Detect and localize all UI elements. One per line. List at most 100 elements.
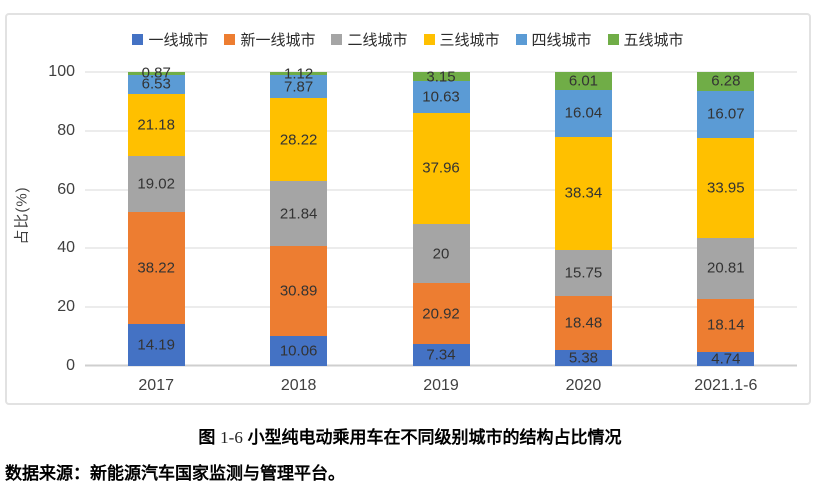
bar-segment: 10.63 (412, 81, 470, 113)
bar-segment: 19.02 (127, 156, 185, 212)
bar-slot: 10.06 30.89 21.84 28.22 7.87 1.12 (227, 66, 369, 366)
data-label: 19.02 (137, 175, 175, 193)
data-label: 15.75 (564, 264, 603, 282)
legend-swatch-icon (224, 34, 236, 45)
bar-segment: 20 (412, 224, 470, 283)
bar-segment: 21.18 (127, 93, 185, 157)
legend-swatch-icon (132, 34, 144, 45)
data-label: 14.19 (137, 336, 175, 354)
legend-swatch-icon (515, 34, 527, 45)
stacked-bar-2020: 5.38 18.48 15.75 38.34 16.04 6.01 (554, 72, 612, 366)
legend-item-5: 五线城市 (607, 29, 684, 50)
x-tick-label: 2017 (138, 377, 174, 394)
legend-swatch-icon (423, 34, 435, 45)
bar-segment: 1.12 (270, 66, 328, 81)
legend-swatch-icon (331, 34, 343, 45)
stacked-bar-2018: 10.06 30.89 21.84 28.22 7.87 1.12 (270, 66, 328, 366)
bar-segment: 18.14 (697, 298, 755, 353)
data-source: 数据来源：新能源汽车国家监测与管理平台。 (5, 464, 345, 483)
legend-label: 新一线城市 (240, 32, 316, 49)
data-label: 20.81 (707, 259, 745, 277)
data-label: 21.18 (137, 116, 175, 134)
figure-caption: 图 1-6 小型纯电动乘用车在不同级别城市的结构占比情况 (0, 423, 820, 448)
data-label: 10.63 (422, 88, 460, 106)
data-label: 28.22 (279, 131, 318, 149)
y-tick-label: 20 (57, 298, 75, 316)
data-label: 16.04 (564, 104, 603, 122)
bar-segment: 7.87 (270, 75, 328, 99)
bar-segment: 18.48 (554, 295, 612, 351)
legend: 一线城市 新一线城市 二线城市 三线城市 四线城市 五线城市 (7, 29, 809, 50)
legend-item-3: 三线城市 (423, 29, 500, 50)
legend-label: 五线城市 (623, 32, 684, 49)
bar-segment: 21.84 (270, 181, 328, 246)
caption-prefix: 图 (198, 428, 216, 447)
legend-item-0: 一线城市 (132, 29, 208, 50)
bar-slot: 14.19 38.22 19.02 21.18 6.53 0.87 (85, 66, 227, 366)
bar-segment: 14.19 (127, 324, 185, 366)
y-tick-label: 100 (48, 63, 75, 80)
legend-item-2: 二线城市 (331, 29, 408, 50)
stacked-bar-2019: 7.34 20.92 20 37.96 10.63 3.15 (412, 69, 470, 366)
data-label: 21.84 (279, 205, 318, 223)
x-tick-label: 2020 (565, 377, 602, 394)
data-label: 38.34 (564, 184, 603, 202)
stacked-bar-2017: 14.19 38.22 19.02 21.18 6.53 0.87 (127, 66, 185, 366)
legend-label: 一线城市 (148, 32, 209, 49)
data-label: 20.92 (422, 305, 460, 323)
bar-segment: 33.95 (697, 137, 755, 238)
bar-segment: 20.92 (412, 282, 470, 345)
bar-segment: 7.34 (412, 344, 470, 366)
legend-swatch-icon (607, 34, 619, 45)
bar-slot: 4.74 18.14 20.81 33.95 16.07 6.28 (655, 72, 797, 367)
bar-segment: 38.22 (127, 211, 185, 325)
bar-segment: 6.28 (697, 72, 755, 91)
data-label: 7.87 (284, 78, 314, 96)
caption-number: 1-6 (220, 428, 243, 447)
legend-label: 四线城市 (531, 32, 592, 49)
bar-segment: 20.81 (697, 237, 755, 299)
y-tick-label: 60 (57, 180, 75, 198)
bar-segment: 0.87 (127, 66, 185, 81)
bar-segment: 15.75 (554, 249, 612, 296)
x-tick-label: 2019 (423, 377, 459, 394)
bar-segment: 10.06 (270, 336, 328, 366)
legend-item-4: 四线城市 (515, 29, 592, 50)
x-tick-label: 2021.1-6 (694, 377, 758, 394)
data-label: 20 (432, 245, 450, 263)
bar-slot: 7.34 20.92 20 37.96 10.63 3.15 (370, 69, 512, 366)
bar-segment: 3.15 (412, 69, 470, 84)
plot-area: 14.19 38.22 19.02 21.18 6.53 0.87 10.06 30.89 21… (85, 66, 797, 367)
data-label: 7.34 (426, 346, 456, 364)
data-label: 37.96 (422, 159, 460, 177)
bar-segment: 28.22 (270, 98, 328, 182)
data-label: 30.89 (279, 282, 318, 300)
data-label: 33.95 (707, 179, 745, 197)
x-tick-label: 2018 (280, 377, 317, 394)
bar-segment: 38.34 (554, 136, 612, 250)
legend-item-1: 新一线城市 (224, 29, 315, 50)
stacked-bar-2021.1-6: 4.74 18.14 20.81 33.95 16.07 6.28 (697, 72, 755, 367)
x-axis: 2017 2018 2019 2020 2021.1-6 (85, 377, 797, 395)
gridline (85, 71, 797, 73)
bar-segment: 16.07 (697, 90, 755, 138)
data-label: 18.48 (564, 314, 603, 332)
bars-row: 14.19 38.22 19.02 21.18 6.53 0.87 10.06 30.89 21… (85, 66, 797, 367)
bar-segment: 30.89 (270, 245, 328, 337)
data-label: 6.28 (711, 72, 741, 90)
caption-text: 小型纯电动乘用车在不同级别城市的结构占比情况 (247, 428, 622, 447)
legend-label: 二线城市 (347, 32, 408, 49)
bar-slot: 5.38 18.48 15.75 38.34 16.04 6.01 (512, 72, 654, 366)
data-label: 10.06 (279, 342, 318, 360)
data-label: 18.14 (707, 316, 745, 334)
data-label: 6.01 (568, 72, 599, 90)
bar-segment: 16.04 (554, 89, 612, 137)
bar-segment: 4.74 (697, 352, 755, 367)
y-tick-label: 0 (66, 357, 75, 374)
bar-segment: 5.38 (554, 350, 612, 366)
legend-label: 三线城市 (439, 32, 500, 49)
chart-box: 一线城市 新一线城市 二线城市 三线城市 四线城市 五线城市 占比(%) 0 20 40 60 8… (5, 13, 811, 405)
bar-segment: 37.96 (412, 112, 470, 225)
bar-segment: 6.01 (554, 72, 612, 90)
